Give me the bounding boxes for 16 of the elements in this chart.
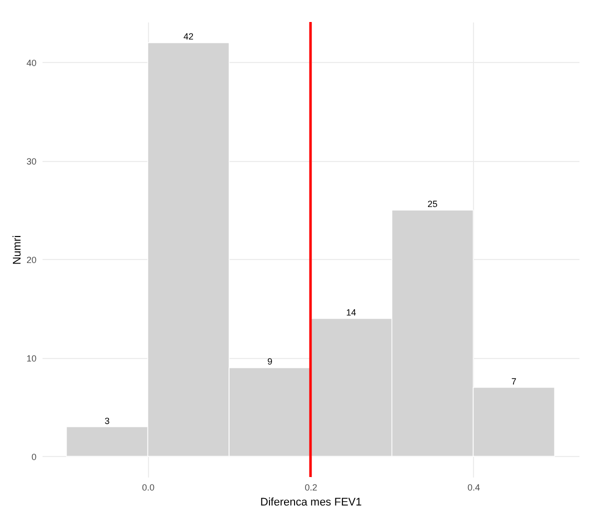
data-label: 25 (428, 199, 438, 210)
data-label: 42 (183, 32, 194, 42)
x-tick-label: 0.0 (142, 482, 155, 492)
y-tick-label: 10 (26, 353, 36, 364)
data-label: 14 (346, 307, 356, 318)
y-tick-label: 0 (31, 452, 36, 462)
data-label: 7 (511, 376, 516, 386)
y-axis-title: Numri (11, 235, 24, 265)
x-axis-title: Diferenca mes FEV1 (260, 496, 362, 508)
y-tick-label: 40 (26, 58, 36, 68)
y-tick-label: 30 (26, 156, 36, 166)
data-label: 3 (104, 416, 110, 426)
x-tick-label: 0.4 (467, 482, 480, 492)
y-tick-label: 20 (26, 254, 36, 265)
data-label: 9 (267, 356, 272, 367)
x-tick-label: 0.2 (304, 482, 318, 492)
